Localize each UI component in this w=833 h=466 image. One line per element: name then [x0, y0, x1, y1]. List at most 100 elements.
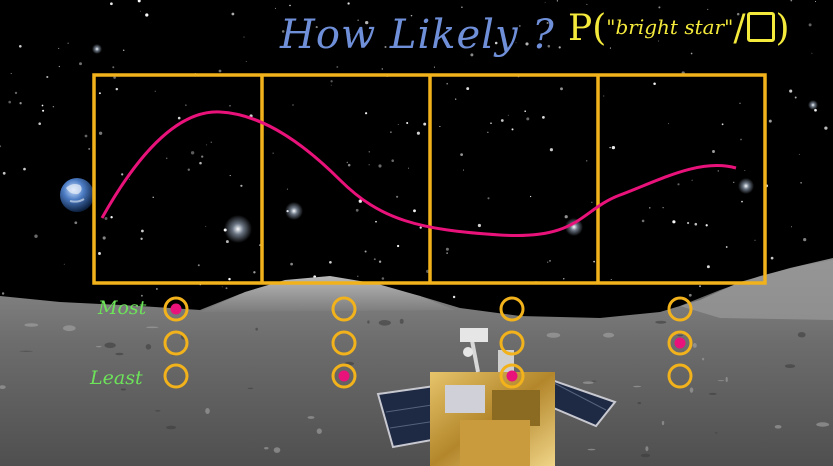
star [455, 98, 457, 100]
rating-dot [506, 370, 518, 382]
rock [708, 392, 717, 395]
star [139, 10, 142, 12]
star [687, 221, 690, 225]
star [42, 109, 45, 112]
rating-circle [163, 296, 189, 322]
star [0, 145, 2, 148]
star [378, 164, 382, 168]
star [494, 41, 498, 45]
star [811, 52, 813, 54]
star [563, 278, 565, 280]
star [490, 122, 492, 124]
star [507, 114, 509, 116]
star [556, 0, 559, 2]
star [591, 201, 593, 203]
star [525, 42, 529, 46]
rock [774, 425, 782, 429]
rock [24, 323, 39, 327]
star [221, 286, 223, 288]
rock [63, 325, 76, 332]
rock [587, 448, 596, 451]
star [725, 246, 728, 248]
star [609, 146, 611, 149]
star [102, 236, 106, 240]
star [58, 47, 60, 49]
formula-prefix: P( [568, 8, 607, 49]
star [798, 153, 800, 155]
star-glow [285, 202, 303, 220]
star [201, 155, 204, 158]
star [357, 19, 359, 21]
star [668, 123, 670, 125]
rock [603, 332, 615, 338]
rating-circle [499, 363, 525, 389]
star [104, 216, 108, 221]
star [365, 112, 368, 115]
probability-curve [100, 110, 737, 238]
star [19, 102, 22, 105]
star [396, 244, 400, 248]
star [122, 49, 125, 51]
rating-circle [499, 296, 525, 322]
star [210, 141, 212, 143]
rock [205, 408, 210, 414]
star-glow [808, 100, 818, 110]
star [460, 153, 463, 156]
star [140, 294, 143, 297]
star [547, 261, 549, 263]
star [672, 220, 676, 224]
star [368, 164, 370, 166]
rock [714, 432, 718, 434]
star [586, 3, 588, 5]
star [518, 24, 521, 27]
star [218, 69, 222, 73]
star [487, 131, 489, 133]
star [691, 179, 693, 181]
star [46, 75, 49, 79]
star [416, 131, 420, 135]
star [63, 263, 65, 265]
star [368, 151, 370, 153]
rating-circle [331, 363, 357, 389]
star [611, 145, 616, 150]
star [824, 126, 828, 130]
star [653, 82, 656, 85]
star [770, 256, 774, 260]
star [2, 171, 6, 175]
star [330, 84, 332, 86]
star [347, 33, 351, 36]
star [407, 167, 410, 169]
star [199, 161, 202, 165]
rock [19, 350, 33, 352]
panel-frames [92, 73, 767, 285]
rating-circle [163, 330, 189, 356]
star [185, 104, 187, 106]
rock [264, 447, 269, 450]
star [225, 240, 229, 244]
star [315, 26, 318, 29]
rock [582, 381, 594, 385]
rock [145, 344, 152, 350]
star [410, 14, 413, 17]
rating-grid [163, 296, 693, 389]
star [98, 131, 103, 135]
star [79, 62, 82, 66]
star [152, 196, 154, 198]
star [560, 87, 563, 91]
star [121, 173, 124, 176]
star [736, 12, 740, 16]
rock [692, 343, 697, 348]
star [347, 2, 350, 5]
star [165, 157, 168, 160]
scale-label-least: Least [90, 367, 143, 389]
star [205, 225, 207, 227]
star [439, 125, 441, 128]
rock [378, 320, 391, 326]
star [396, 195, 399, 198]
star [141, 229, 144, 233]
rock [307, 416, 315, 419]
rock [591, 380, 597, 382]
star [470, 53, 474, 57]
rock [95, 345, 102, 348]
star [390, 131, 392, 134]
